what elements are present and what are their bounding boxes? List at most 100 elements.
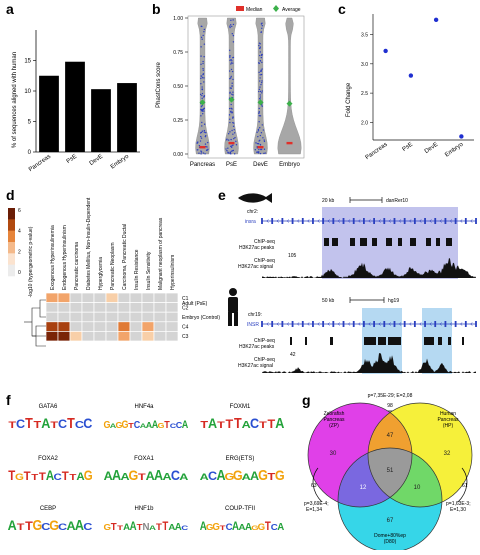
human-track: 50 kb hg19 chr19: INSR ChIP-seq H3K27ac p… xyxy=(238,297,477,374)
b-violin-shape xyxy=(277,17,302,155)
b-point xyxy=(201,76,204,79)
c-xtick-label: Embryo xyxy=(444,141,465,158)
b-point xyxy=(227,147,229,149)
d-column-label: Insulin Resistance xyxy=(134,249,140,290)
gene-exon xyxy=(464,218,467,224)
b-point xyxy=(263,139,265,141)
b-point xyxy=(232,78,234,81)
d-column-label: Exogenous Hyperinsulinemia xyxy=(50,225,56,290)
panel-d-scale-label: -log10 (hypergeometric p-value) xyxy=(28,226,34,297)
motif-letter: C xyxy=(271,523,279,532)
b-point xyxy=(231,70,234,73)
b-point xyxy=(232,34,235,37)
b-point xyxy=(261,105,263,107)
gene-strand-arrow xyxy=(439,322,442,326)
panel-g: g p=7,35E-29; E=2,08 98 30 32 47 12 10 5… xyxy=(302,392,473,553)
motif-letter: T xyxy=(156,522,162,533)
b-point xyxy=(259,115,262,117)
b-point xyxy=(264,152,266,154)
d-row-note: Embryo (Control) xyxy=(182,315,220,321)
peak xyxy=(350,238,355,246)
b-ytick-label: 0.00 xyxy=(173,152,183,158)
motif-letter: G xyxy=(258,466,268,483)
b-point xyxy=(200,153,202,155)
d-cell xyxy=(105,321,119,332)
d-cell xyxy=(69,311,83,323)
motif-letter: G xyxy=(49,518,59,534)
d-row-label: C3 xyxy=(182,334,189,340)
b-point xyxy=(257,143,260,145)
b-point xyxy=(232,94,234,96)
motif-letter: T xyxy=(162,520,168,533)
b-point xyxy=(261,124,263,126)
d-cell xyxy=(129,292,143,303)
gene-strand-arrow xyxy=(286,322,290,326)
motif-letter: G xyxy=(212,522,220,533)
motif-letter: G xyxy=(224,472,234,483)
d-cell xyxy=(81,321,95,332)
gene-strand-arrow xyxy=(459,219,463,223)
panel-f-letter: f xyxy=(6,392,11,408)
b-point xyxy=(230,62,233,64)
b-point xyxy=(259,54,261,57)
b-point xyxy=(233,122,235,124)
stat-zp-hp: p=7,35E-29; E=2,08 xyxy=(368,393,413,399)
b-point xyxy=(200,63,202,65)
motif-letter: T xyxy=(17,523,25,533)
b-point xyxy=(202,108,205,111)
peak xyxy=(436,238,440,246)
b-point xyxy=(261,90,263,92)
b-point xyxy=(226,139,228,141)
gene-strand-arrow xyxy=(357,322,361,326)
b-point xyxy=(229,77,231,80)
b-point xyxy=(256,142,259,145)
gene-strand-arrow xyxy=(388,219,392,223)
gene-strand-arrow xyxy=(378,219,381,223)
b-point xyxy=(229,25,231,27)
b-point xyxy=(259,90,262,93)
legend-average-label: Average xyxy=(282,7,301,13)
motif-letter: A xyxy=(110,422,117,429)
d-cell xyxy=(153,331,167,342)
venn-count-zp-d80: 12 xyxy=(360,485,367,491)
b-point xyxy=(232,116,234,118)
d-cell xyxy=(45,331,59,342)
venn-count-d80: 67 xyxy=(387,518,394,524)
b-point xyxy=(261,53,263,56)
motif-letter: T xyxy=(226,417,234,431)
b-violin-group xyxy=(195,17,210,155)
motif-letter: T xyxy=(259,421,267,431)
b-point xyxy=(235,144,238,146)
b-point xyxy=(261,24,264,27)
gene-strand-arrow xyxy=(296,322,300,326)
b-point xyxy=(230,103,232,106)
gene-strand-arrow xyxy=(429,219,432,223)
b-point xyxy=(204,153,206,155)
motif-letter: G xyxy=(104,420,111,430)
b-point xyxy=(260,56,263,59)
motif-letter: T xyxy=(164,420,170,430)
motif-letter: A xyxy=(8,518,18,534)
c-point xyxy=(383,48,388,54)
motif-letter: G xyxy=(258,522,266,533)
gene-exon xyxy=(475,321,477,327)
gene-exon xyxy=(413,321,416,327)
b-point xyxy=(202,60,204,63)
motif-letter: T xyxy=(62,469,70,483)
b-point xyxy=(258,148,260,151)
b-point xyxy=(230,63,232,65)
b-point xyxy=(201,97,203,100)
b-point xyxy=(259,74,261,76)
b-point xyxy=(200,75,203,77)
panel-a-letter: a xyxy=(6,1,14,17)
b-point xyxy=(257,130,260,132)
zf-gene: insra xyxy=(245,219,256,225)
b-point xyxy=(228,114,231,116)
motif-letter: A xyxy=(179,473,188,483)
gene-exon xyxy=(261,218,263,224)
gene-exon xyxy=(434,321,437,327)
b-point xyxy=(203,28,206,31)
b-point xyxy=(201,86,203,88)
b-point xyxy=(258,115,260,117)
